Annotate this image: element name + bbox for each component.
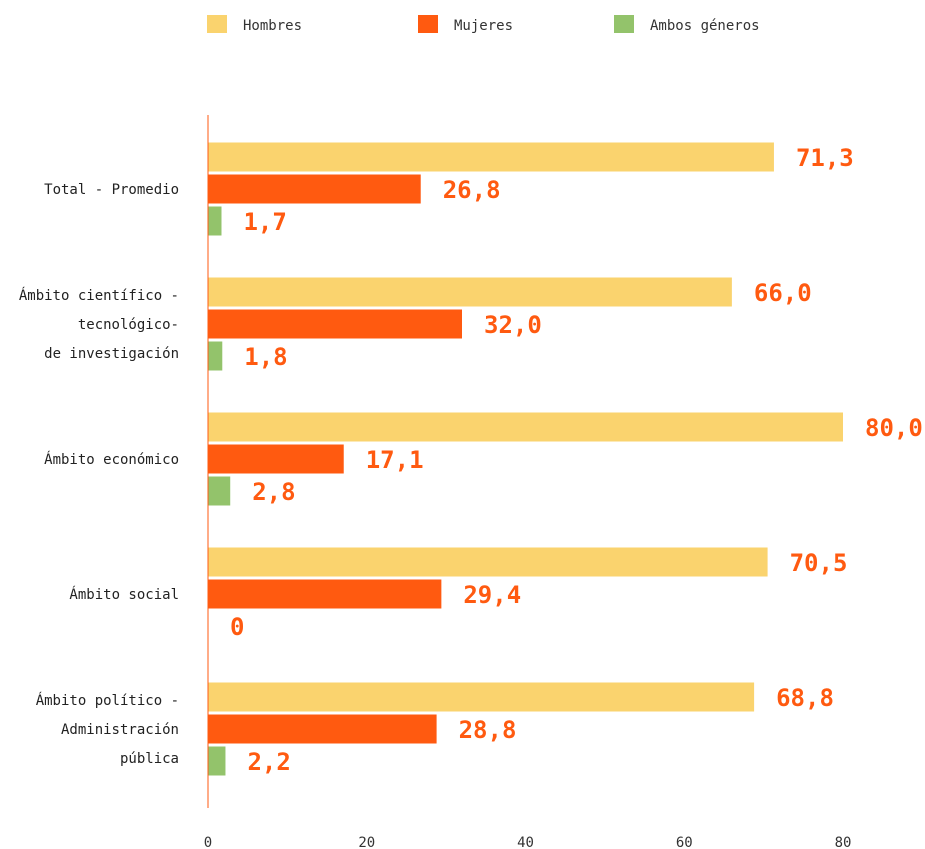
data-label: 1,7 [243,208,286,236]
x-axis-ticks: 0 20 40 60 80 [204,835,852,849]
legend-label: Ambos géneros [650,18,760,34]
bar [208,142,774,172]
bar [208,412,843,442]
category-label: Ámbito político - [36,692,179,709]
data-label: 0 [230,613,244,641]
legend: Hombres Mujeres Ambos géneros [207,15,760,34]
legend-label: Mujeres [454,18,513,34]
category-label: Administración [61,722,179,738]
category-label: pública [120,751,179,767]
legend-swatch [614,15,634,33]
bar [208,714,437,744]
value-labels: 71,3 66,0 80,0 70,5 68,8 26,8 32,0 17,1 29,4 28,8… [230,144,923,776]
x-tick-label: 40 [517,835,534,849]
data-label: 26,8 [443,176,501,204]
category-label: Ámbito económico [44,451,179,468]
bar [208,547,768,577]
data-label: 80,0 [865,414,923,442]
data-label: 68,8 [776,684,834,712]
data-label: 29,4 [463,581,521,609]
category-label: tecnológico- [78,317,179,333]
legend-swatch [207,15,227,33]
data-label: 71,3 [796,144,854,172]
category-label: Ámbito social [69,586,179,603]
x-tick-label: 60 [676,835,693,849]
data-label: 1,8 [244,343,287,371]
data-label: 2,8 [252,478,295,506]
bar [208,746,226,776]
data-label: 32,0 [484,311,542,339]
legend-label: Hombres [243,18,302,34]
bar [208,174,421,204]
data-label: 70,5 [790,549,848,577]
bar [208,444,344,474]
category-labels: Total - Promedio Ámbito científico - tecno… [19,182,179,767]
category-label: de investigación [44,346,179,362]
bar [208,341,223,371]
bar [208,682,755,712]
data-label: 66,0 [754,279,812,307]
category-label: Total - Promedio [44,182,179,198]
x-tick-label: 0 [204,835,212,849]
data-label: 2,2 [247,748,290,776]
legend-swatch [418,15,438,33]
bar [208,476,231,506]
bars [208,142,843,776]
data-label: 28,8 [459,716,517,744]
data-label: 17,1 [366,446,424,474]
category-label: Ámbito científico - [19,287,179,304]
bar [208,579,442,609]
bar [208,206,222,236]
bar [208,309,462,339]
bar [208,277,732,307]
x-tick-label: 80 [835,835,852,849]
x-tick-label: 20 [358,835,375,849]
